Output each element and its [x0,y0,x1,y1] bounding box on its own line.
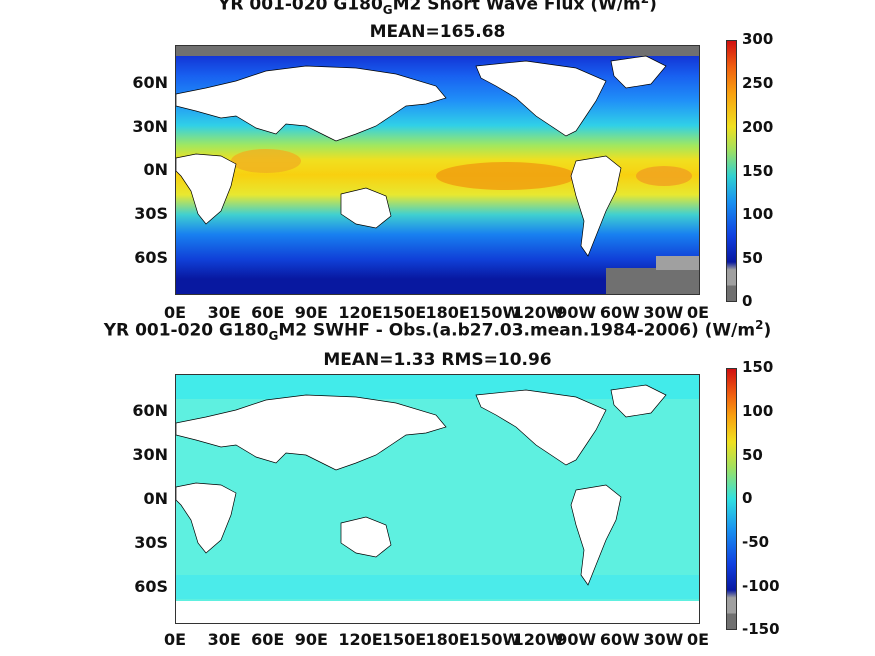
panel1-cb-200: 200 [742,118,774,136]
land [176,55,667,257]
panel1-title: YR 001-020 G180GM2 Short Wave Flux (W/m2… [218,0,657,18]
xtick-label: 30E [207,303,241,322]
panel2-cb-neg100: -100 [742,577,780,595]
xtick-label: 150W [469,630,521,649]
panel1-cb-150: 150 [742,162,774,180]
xtick-label: 120W [512,303,564,322]
antarctica [176,601,699,623]
xtick-label: 90E [294,303,328,322]
xtick-label: 150W [469,303,521,322]
xtick-label: 0E [164,630,187,649]
panel1-cb-50: 50 [742,249,763,267]
xtick-label: 120W [512,630,564,649]
panel1-ytick-60N: 60N [132,73,168,92]
panel2-ytick-30S: 30S [134,533,168,552]
xtick-label: 60W [599,303,640,322]
panel2-mean: MEAN=1.33 RMS=10.96 [323,350,552,370]
xtick-label: 90W [556,630,597,649]
panel1-cb-250: 250 [742,74,774,92]
xtick-label: 150E [381,630,427,649]
panel2-colorbar [726,368,737,630]
xtick-label: 30E [207,630,241,649]
xtick-label: 0E [164,303,187,322]
xtick-label: 90E [294,630,328,649]
xtick-label: 0E [687,303,710,322]
xtick-label: 30W [643,303,684,322]
xtick-label: 120E [338,630,383,649]
missing-north [176,46,699,56]
panel2-ytick-60N: 60N [132,401,168,420]
panel1-ytick-30S: 30S [134,204,168,223]
xtick-label: 180E [425,630,470,649]
xtick-label: 60E [251,630,285,649]
missing-south-2 [656,256,699,270]
xtick-label: 30W [643,630,684,649]
panel1-ytick-60S: 60S [134,248,168,267]
panel2-ytick-60S: 60S [134,577,168,596]
panel1-colorbar [726,40,737,302]
xtick-label: 120E [338,303,383,322]
land-2 [176,384,667,586]
panel1-ytick-30N: 30N [132,117,168,136]
panel1-cb-0: 0 [742,292,753,310]
panel2-map [175,374,700,624]
panel2-ytick-30N: 30N [132,445,168,464]
panel2-cb-150: 150 [742,358,774,376]
panel1-cb-300: 300 [742,30,774,48]
panel2-ytick-0N: 0N [143,489,168,508]
warm-pool-indian [231,149,301,173]
anomaly-band-south [176,575,699,599]
panel1-cb-100: 100 [742,205,774,223]
panel1-map [175,45,700,295]
missing-south [606,268,699,294]
panel1-mean: MEAN=165.68 [369,22,506,42]
panel2-cb-0: 0 [742,489,753,507]
xtick-label: 90W [556,303,597,322]
panel1-ytick-0N: 0N [143,160,168,179]
warm-pool-atlantic [636,166,692,186]
xtick-label: 60E [251,303,285,322]
panel2-title: YR 001-020 G180GM2 SWHF - Obs.(a.b27.03.… [103,318,772,344]
xtick-label: 60W [599,630,640,649]
panel2-cb-neg150: -150 [742,620,780,638]
xtick-label: 0E [687,630,710,649]
panel2-cb-neg50: -50 [742,533,770,551]
xtick-label: 180E [425,303,470,322]
panel2-cb-50: 50 [742,446,763,464]
panel2-cb-100: 100 [742,402,774,420]
xtick-label: 150E [381,303,427,322]
warm-pool-pacific [436,162,576,190]
